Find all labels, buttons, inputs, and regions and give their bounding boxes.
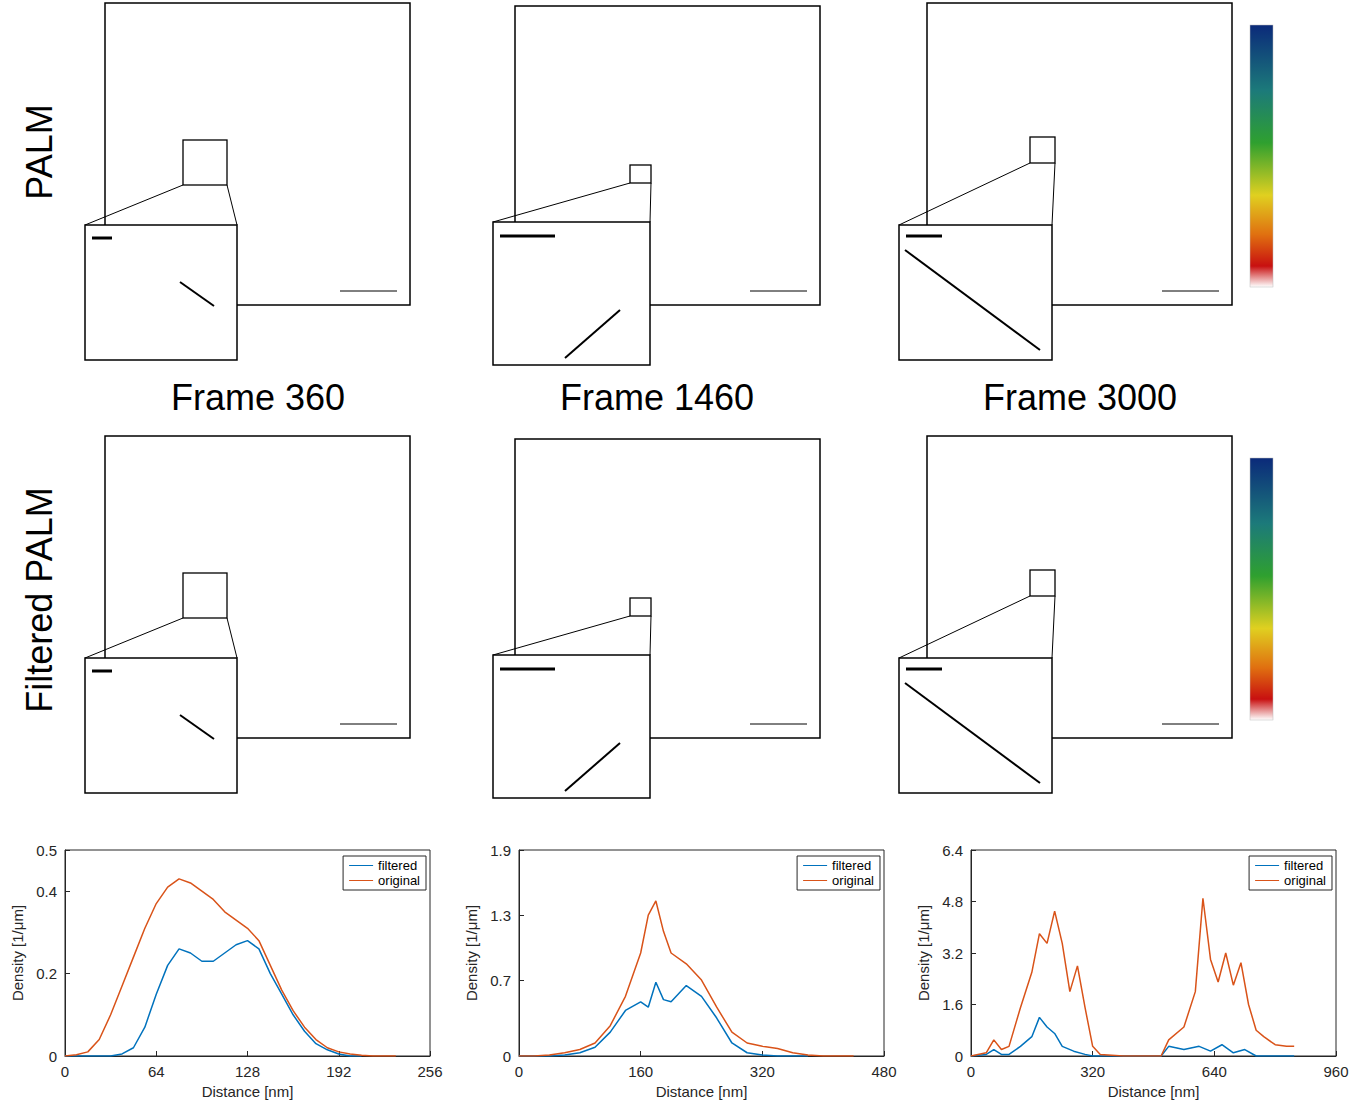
svg-text:PALM: PALM [19, 104, 60, 199]
svg-text:0: 0 [503, 1048, 511, 1065]
svg-text:160: 160 [628, 1063, 653, 1080]
svg-text:0.4: 0.4 [36, 883, 57, 900]
svg-text:0: 0 [967, 1063, 975, 1080]
svg-text:Density [1/μm]: Density [1/μm] [9, 905, 26, 1001]
svg-text:0: 0 [49, 1048, 57, 1065]
svg-text:960: 960 [1323, 1063, 1348, 1080]
svg-text:6.4: 6.4 [942, 842, 963, 859]
svg-text:Density [1/μm]: Density [1/μm] [915, 905, 932, 1001]
svg-text:filtered: filtered [378, 858, 417, 873]
svg-text:original: original [378, 873, 420, 888]
svg-text:Density [1/μm]: Density [1/μm] [463, 905, 480, 1001]
svg-text:0: 0 [955, 1048, 963, 1065]
svg-text:Distance [nm]: Distance [nm] [1108, 1083, 1200, 1100]
svg-text:256: 256 [417, 1063, 442, 1080]
svg-text:3.2: 3.2 [942, 945, 963, 962]
svg-text:filtered: filtered [832, 858, 871, 873]
svg-text:0.7: 0.7 [490, 972, 511, 989]
svg-text:480: 480 [871, 1063, 896, 1080]
svg-text:1.9: 1.9 [490, 842, 511, 859]
svg-text:0.5: 0.5 [36, 842, 57, 859]
svg-text:1.3: 1.3 [490, 907, 511, 924]
svg-text:320: 320 [750, 1063, 775, 1080]
svg-text:original: original [832, 873, 874, 888]
svg-text:Filtered PALM: Filtered PALM [19, 487, 60, 712]
svg-text:Frame 360: Frame 360 [171, 377, 345, 418]
svg-text:4.8: 4.8 [942, 893, 963, 910]
svg-text:640: 640 [1202, 1063, 1227, 1080]
svg-text:Frame 1460: Frame 1460 [560, 377, 754, 418]
svg-text:Frame 3000: Frame 3000 [983, 377, 1177, 418]
svg-text:0: 0 [61, 1063, 69, 1080]
svg-text:0: 0 [515, 1063, 523, 1080]
svg-text:filtered: filtered [1284, 858, 1323, 873]
svg-text:Distance [nm]: Distance [nm] [656, 1083, 748, 1100]
svg-text:128: 128 [235, 1063, 260, 1080]
svg-text:Distance [nm]: Distance [nm] [202, 1083, 294, 1100]
svg-text:320: 320 [1080, 1063, 1105, 1080]
svg-text:192: 192 [326, 1063, 351, 1080]
svg-text:64: 64 [148, 1063, 165, 1080]
svg-text:0.2: 0.2 [36, 965, 57, 982]
svg-text:original: original [1284, 873, 1326, 888]
svg-text:1.6: 1.6 [942, 996, 963, 1013]
